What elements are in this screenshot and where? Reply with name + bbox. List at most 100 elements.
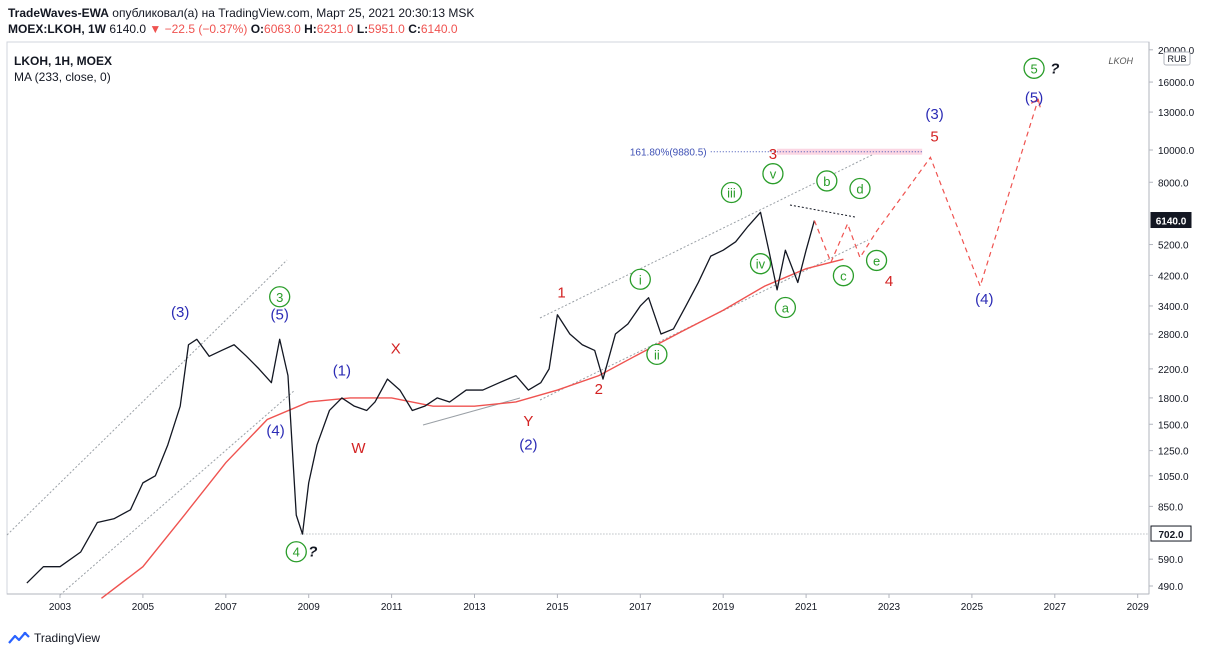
wave-label-circle: [269, 286, 291, 308]
wave-label: a: [782, 300, 790, 315]
wave-label-circle: [849, 177, 871, 200]
chart-legend-title[interactable]: LKOH, 1H, MOEX: [14, 54, 112, 68]
ma-series: [101, 258, 844, 599]
y-tick-label: 2800.0: [1158, 330, 1189, 341]
x-tick-label: 2013: [463, 602, 486, 613]
wave-label: W: [351, 440, 366, 457]
x-tick-label: 2005: [132, 602, 155, 613]
ohlc-line: MOEX:LKOH, 1W 6140.0 ▼ −22.5 (−0.37%) O:…: [8, 21, 908, 37]
high-value: 6231.0: [316, 22, 354, 36]
wave-label-circle: [629, 268, 651, 290]
wave-labels: (3) (5)3(4)4 ?(1)WXY(2)12iiiiiiivv3abcde4(…: [171, 57, 1059, 563]
wave-label: ii: [654, 347, 660, 362]
wave-label: (4): [266, 422, 284, 439]
wave-label: 5: [1030, 61, 1037, 76]
wave-label-circle: [720, 181, 743, 204]
publish-line: TradeWaves-EWA опубликовал(а) на Trading…: [8, 5, 908, 21]
wave-label: (3): [925, 106, 943, 123]
currency-label: RUB: [1167, 54, 1186, 64]
y-tick-label: 5200.0: [1158, 241, 1189, 252]
x-tick-label: 2023: [878, 602, 901, 613]
y-tick-label: 590.0: [1158, 555, 1183, 566]
indicator-legend[interactable]: MA (233, close, 0): [14, 70, 111, 84]
x-tick-label: 2021: [795, 602, 818, 613]
last-price: 6140.0: [109, 22, 147, 36]
y-tick-label: 1250.0: [1158, 447, 1189, 458]
wave-label: 4: [885, 273, 893, 290]
wave-label: 4: [293, 545, 300, 560]
y-tick-label: 850.0: [1158, 502, 1183, 513]
low-value: 5951.0: [368, 22, 405, 36]
currency-badge[interactable]: RUB: [1163, 51, 1191, 66]
footer-brand[interactable]: TradingView: [8, 631, 100, 645]
wave-label-circle: [865, 249, 888, 272]
y-tick-label: 8000.0: [1158, 178, 1189, 189]
x-tick-label: 2029: [1127, 602, 1150, 613]
wave-label: Y: [523, 413, 533, 430]
published-text: опубликовал(а) на TradingView.com, Март …: [112, 6, 475, 20]
wave-label-circle: [832, 265, 855, 287]
y-tick-label: 1500.0: [1158, 420, 1189, 431]
high-label: H:: [304, 22, 317, 36]
projection-path: [813, 98, 1041, 288]
wave-label: ?: [1050, 60, 1059, 77]
wave-label: iv: [756, 257, 766, 272]
ma-line: [101, 258, 844, 599]
last-price-tag: 6140.0: [1156, 217, 1187, 228]
wave-label: (3): [171, 304, 189, 321]
wave-label-circle: [285, 541, 307, 563]
level-price-tag-bg: [1150, 525, 1192, 542]
trend-guide-line: [422, 397, 521, 426]
wave-label: 3: [769, 146, 777, 163]
wave-label: c: [840, 269, 847, 284]
x-tick-label: 2015: [546, 602, 569, 613]
chart-header: TradeWaves-EWA опубликовал(а) на Trading…: [8, 5, 908, 37]
x-tick-label: 2027: [1044, 602, 1067, 613]
wave-label: (5): [1025, 89, 1043, 106]
wave-label-circle: [749, 253, 772, 275]
projection-line: [813, 99, 1039, 288]
wave-label: ?: [308, 544, 317, 561]
y-tick-label: 13000.0: [1158, 108, 1195, 119]
symbol-line[interactable]: MOEX:LKOH, 1W: [8, 22, 106, 36]
price-series: [26, 211, 816, 584]
trend-guide-line: [789, 204, 856, 218]
x-tick-label: 2017: [629, 602, 652, 613]
wave-label: iii: [727, 185, 736, 200]
x-tick-label: 2007: [215, 602, 238, 613]
down-triangle-icon: ▼: [149, 22, 162, 36]
guide-lines: [6, 154, 873, 596]
wave-label: (2): [519, 436, 537, 453]
wave-label-circle: [1023, 57, 1045, 79]
y-axis: 490.0 590.0 850.0 1050.0 1250.0 1500.0 1800.0 2…: [1149, 46, 1195, 593]
wave-label: b: [823, 174, 830, 189]
wave-label: (4): [975, 291, 993, 308]
wave-label: e: [873, 253, 880, 268]
open-value: 6063.0: [264, 22, 301, 36]
wave-label: (1): [333, 363, 351, 380]
wave-label: 1: [557, 285, 565, 302]
wave-label: i: [639, 272, 642, 287]
wave-label: 3: [276, 290, 283, 305]
wave-label-circle: [646, 343, 668, 366]
brand-name: TradingView: [34, 631, 101, 645]
y-tick-label: 490.0: [1158, 582, 1183, 593]
wave-label-circle: [762, 163, 784, 185]
price-line: [26, 211, 816, 584]
y-tick-label: 3400.0: [1158, 302, 1189, 313]
level-price-tag: 702.0: [1158, 530, 1183, 541]
wave-label-circle: [816, 170, 838, 192]
close-label: C:: [408, 22, 421, 36]
y-tick-label: 4200.0: [1158, 271, 1189, 282]
x-tick-label: 2019: [712, 602, 735, 613]
open-label: O:: [250, 22, 265, 36]
fib-level-label: 161.80%(9880.5): [630, 148, 707, 159]
low-label: L:: [356, 22, 369, 36]
close-value: 6140.0: [420, 22, 458, 36]
wave-label: 5: [930, 129, 938, 146]
wave-label: 2: [595, 381, 603, 398]
author-name[interactable]: TradeWaves-EWA: [8, 6, 109, 20]
y-tick-label: 10000.0: [1158, 146, 1195, 157]
wave-label-circle: [774, 296, 797, 319]
